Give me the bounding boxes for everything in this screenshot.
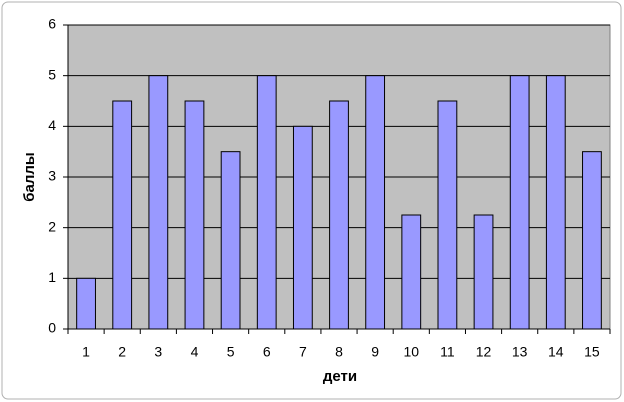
x-axis-title: дети [323,368,357,385]
bar [148,75,169,330]
bar [545,75,566,330]
x-tick-label: 8 [335,344,343,360]
bar [329,100,349,330]
x-tick-label: 3 [154,344,162,360]
bar [401,214,422,330]
x-tick-label: 2 [118,344,126,360]
y-tick-label: 2 [48,218,56,234]
x-tick-label: 10 [403,344,419,360]
x-tick-label: 5 [227,344,235,360]
y-tick-label: 6 [48,16,56,32]
bar [256,75,277,330]
x-tick-label: 15 [584,344,600,360]
x-tick-label: 1 [82,344,90,360]
x-tick-label: 9 [371,344,379,360]
y-tick-label: 5 [48,66,56,82]
bar [473,214,494,330]
x-tick-label: 4 [191,344,199,360]
x-tick-label: 7 [299,344,307,360]
bar [184,100,205,330]
bar [76,277,96,330]
y-tick-label: 4 [48,117,56,133]
x-tick-label: 6 [263,344,271,360]
y-axis-title: баллы [21,152,38,201]
x-tick-label: 14 [548,344,564,360]
bar [582,151,602,330]
x-tick-label: 11 [440,344,455,360]
bar [112,100,133,330]
y-tick-label: 3 [48,168,56,184]
x-tick-label: 13 [512,344,528,360]
x-tick-label: 12 [476,344,492,360]
bar [292,125,313,330]
bar [365,75,386,330]
bar [220,151,241,330]
bar [437,100,458,330]
y-tick-label: 0 [48,320,56,336]
y-tick-label: 1 [48,269,56,285]
bar [509,75,530,330]
